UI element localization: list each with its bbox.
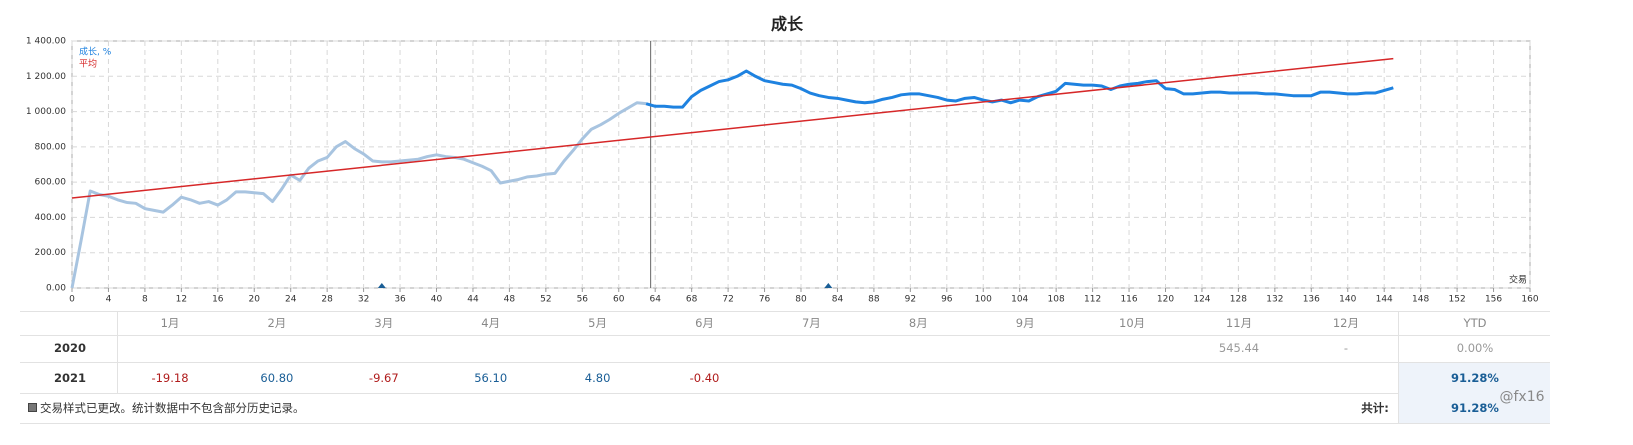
x-tick-label: 76	[759, 295, 771, 305]
row-line	[20, 393, 1550, 394]
x-tick-label: 68	[686, 295, 698, 305]
table-cell: -	[1343, 341, 1348, 355]
x-tick-label: 100	[975, 295, 992, 305]
x-tick-label: 20	[249, 295, 261, 305]
x-axis-label: 交易	[1509, 274, 1527, 286]
y-tick-label: 400.00	[35, 213, 67, 223]
footer-note: 交易样式已更改。统计数据中不包含部分历史记录。	[40, 401, 305, 415]
column-header: 8月	[908, 316, 928, 330]
column-header: 2月	[267, 316, 287, 330]
ytd-shade	[1399, 363, 1550, 423]
legend-entry: 成长, %	[79, 46, 112, 58]
table-cell: 56.10	[474, 371, 508, 385]
x-tick-label: 40	[431, 295, 443, 305]
x-tick-label: 36	[394, 295, 406, 305]
x-tick-label: 152	[1449, 295, 1466, 305]
line-series	[645, 69, 1394, 109]
watermark: @fx16	[1499, 389, 1545, 405]
row-line	[20, 362, 1550, 363]
y-tick-label: 1 000.00	[26, 107, 66, 117]
y-tick-label: 1 200.00	[26, 72, 66, 82]
x-tick-label: 32	[358, 295, 369, 305]
y-tick-label: 0.00	[46, 284, 66, 294]
x-tick-label: 104	[1011, 295, 1028, 305]
x-tick-label: 24	[285, 295, 297, 305]
row-line	[20, 423, 1550, 424]
x-tick-label: 112	[1084, 295, 1101, 305]
x-tick-label: 136	[1303, 295, 1320, 305]
row-line	[20, 335, 1550, 336]
line-series	[71, 57, 1394, 199]
column-header: 6月	[695, 316, 714, 330]
x-tick-label: 124	[1193, 295, 1210, 305]
x-tick-label: 12	[176, 295, 187, 305]
column-header: 12月	[1332, 316, 1359, 330]
x-tick-label: 84	[832, 295, 844, 305]
x-tick-label: 88	[868, 295, 880, 305]
x-tick-label: 92	[905, 295, 916, 305]
x-tick-label: 28	[321, 295, 333, 305]
x-tick-label: 48	[504, 295, 516, 305]
x-tick-label: 4	[106, 295, 112, 305]
y-tick-label: 1 400.00	[26, 37, 66, 47]
x-tick-label: 8	[142, 295, 148, 305]
line-series	[70, 101, 647, 289]
col-line	[117, 311, 118, 393]
column-header: 11月	[1225, 316, 1253, 330]
table-cell: -9.67	[368, 371, 399, 385]
table-cell: -19.18	[151, 371, 189, 385]
y-tick-label: 600.00	[35, 178, 67, 188]
x-tick-label: 64	[649, 295, 661, 305]
column-header: 9月	[1015, 316, 1035, 330]
column-header: 4月	[481, 316, 501, 330]
table-cell: 91.28%	[1451, 371, 1499, 385]
column-header: 1月	[160, 316, 180, 330]
x-tick-label: 144	[1376, 295, 1393, 305]
x-tick-label: 80	[795, 295, 807, 305]
table-cell: 545.44	[1218, 341, 1260, 355]
x-tick-label: 108	[1048, 295, 1065, 305]
x-tick-label: 120	[1157, 295, 1174, 305]
x-tick-label: 96	[941, 295, 953, 305]
y-tick-label: 200.00	[35, 248, 67, 258]
x-tick-label: 132	[1266, 295, 1283, 305]
column-header: YTD	[1463, 316, 1487, 330]
chart-title: 成长	[771, 15, 804, 34]
row-year: 2021	[53, 371, 87, 385]
column-header: 5月	[588, 316, 608, 330]
x-tick-label: 56	[577, 295, 589, 305]
row-line	[20, 311, 1550, 312]
x-tick-label: 156	[1485, 295, 1502, 305]
trade-marker	[377, 283, 386, 288]
x-tick-label: 72	[722, 295, 733, 305]
table-cell: 0.00%	[1456, 341, 1494, 355]
trade-marker	[824, 283, 833, 288]
x-tick-label: 140	[1339, 295, 1356, 305]
footer-total-value: 91.28%	[1451, 401, 1499, 415]
x-tick-label: 148	[1412, 295, 1429, 305]
table-cell: 60.80	[260, 371, 294, 385]
x-tick-label: 16	[212, 295, 224, 305]
column-header: 7月	[801, 316, 821, 330]
note-icon	[28, 403, 37, 412]
footer-total-label: 共计:	[1361, 401, 1389, 415]
x-tick-label: 60	[613, 295, 625, 305]
chart: 成长 交易 0.00 200.00 400.00 600.00 800.00 1 000.…	[26, 15, 1539, 305]
y-tick-label: 800.00	[35, 142, 67, 152]
x-tick-label: 0	[69, 295, 75, 305]
x-tick-label: 44	[467, 295, 479, 305]
x-tick-label: 128	[1230, 295, 1247, 305]
x-tick-label: 160	[1521, 295, 1538, 305]
x-tick-label: 52	[540, 295, 551, 305]
column-header: 3月	[374, 316, 394, 330]
col-line	[1398, 311, 1399, 423]
legend-entry: 平均	[79, 58, 97, 70]
x-tick-label: 116	[1120, 295, 1137, 305]
column-header: 10月	[1119, 316, 1146, 330]
table-cell: -0.40	[689, 371, 720, 385]
table-cell: 4.80	[584, 371, 611, 385]
row-year: 2020	[53, 341, 87, 355]
